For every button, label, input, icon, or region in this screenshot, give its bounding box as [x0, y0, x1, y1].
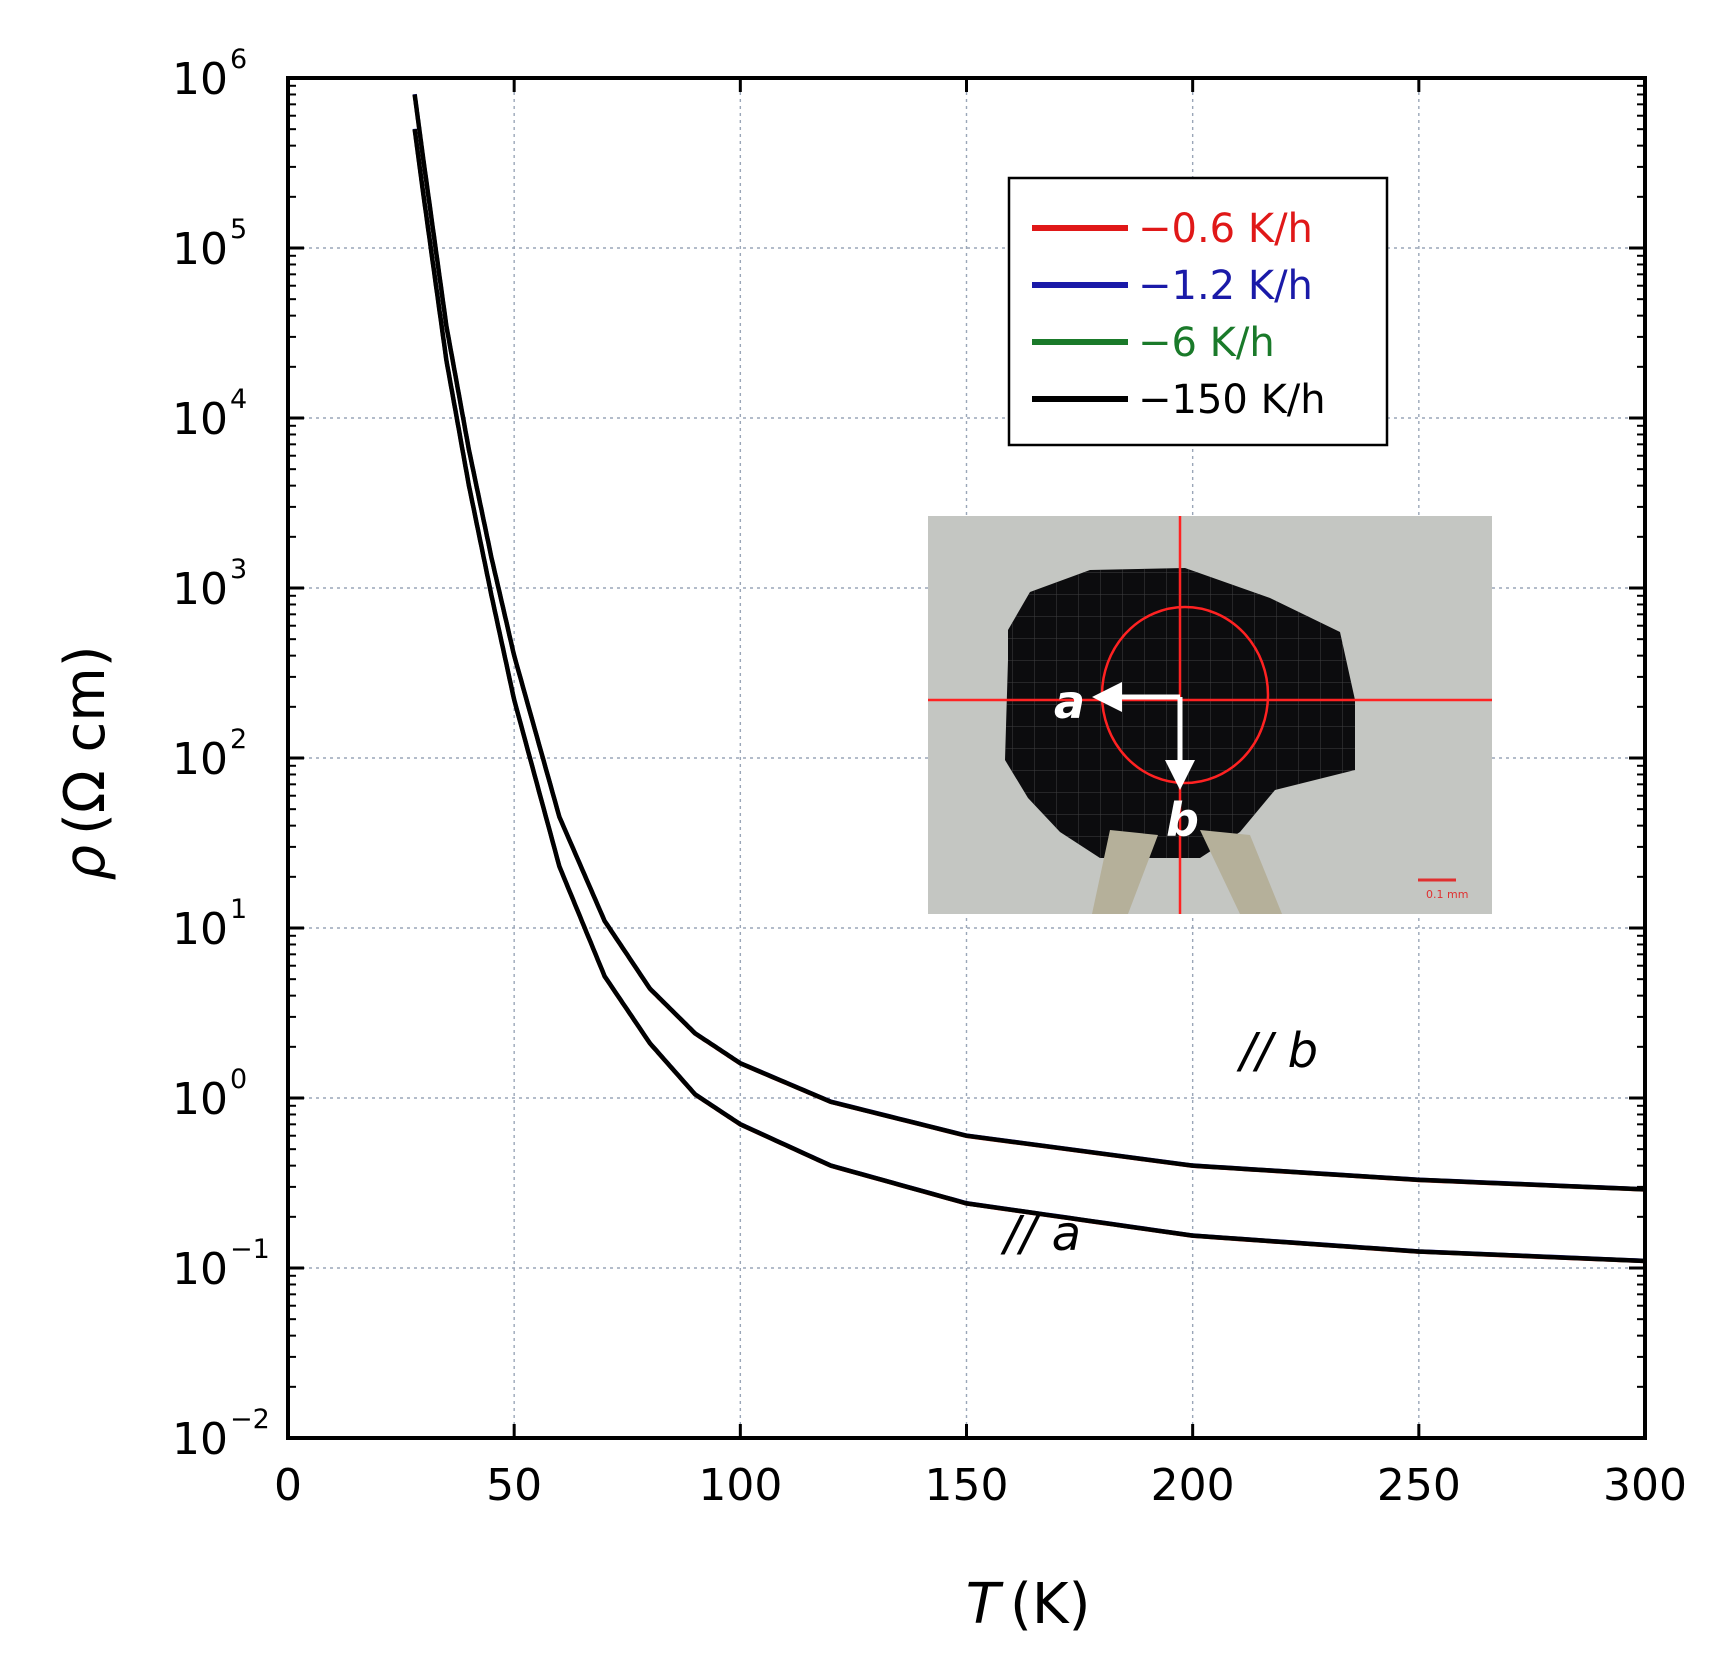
y-tick-label-base: 10	[172, 564, 228, 615]
legend: −0.6 K/h −1.2 K/h −6 K/h −150 K/h	[1009, 178, 1387, 445]
x-tick-label: 100	[698, 1460, 782, 1511]
annotation-b: // b	[1236, 1023, 1318, 1079]
y-tick-label-base: 10	[172, 734, 228, 785]
x-axis-unit: (K)	[1010, 1572, 1090, 1637]
x-tick-label: 50	[486, 1460, 542, 1511]
y-tick-label-base: 10	[172, 904, 228, 955]
y-tick-label-exponent: 6	[230, 44, 247, 75]
scale-bar-label: 0.1 mm	[1426, 888, 1468, 901]
y-tick-label-exponent: 5	[230, 214, 247, 245]
y-tick-label-base: 10	[172, 394, 228, 445]
y-tick-label-exponent: −2	[230, 1404, 270, 1435]
y-tick-label-exponent: −1	[230, 1234, 270, 1265]
y-tick-label-exponent: 4	[230, 384, 247, 415]
y-tick-label-base: 10	[172, 54, 228, 105]
annotation-a: // a	[1000, 1206, 1081, 1262]
legend-label: −0.6 K/h	[1138, 206, 1313, 252]
x-tick-label: 250	[1377, 1460, 1461, 1511]
y-axis-unit: (Ω cm)	[53, 645, 118, 835]
x-tick-label: 150	[925, 1460, 1009, 1511]
y-tick-label-exponent: 0	[230, 1064, 247, 1095]
legend-label: −150 K/h	[1138, 377, 1326, 423]
x-tick-label: 200	[1151, 1460, 1235, 1511]
y-tick-label-base: 10	[172, 1414, 228, 1465]
y-tick-label-base: 10	[172, 224, 228, 275]
y-tick-label-base: 10	[172, 1074, 228, 1125]
y-tick-label-exponent: 1	[230, 894, 247, 925]
x-tick-labels: 0 50 100 150 200 250 300	[274, 1460, 1687, 1511]
inset-axis-a-label: a	[1054, 675, 1085, 729]
y-axis-label: ρ	[53, 845, 118, 881]
resistivity-chart: a b 0.1 mm 0 50 100 150 200 250 300 10−210−110…	[0, 0, 1714, 1665]
y-tick-label-base: 10	[172, 1244, 228, 1295]
x-tick-label: 0	[274, 1460, 302, 1511]
y-tick-label-exponent: 2	[230, 724, 247, 755]
legend-label: −6 K/h	[1138, 320, 1275, 366]
x-axis-label: T	[966, 1572, 1004, 1637]
x-tick-label: 300	[1603, 1460, 1687, 1511]
inset-photo: a b 0.1 mm	[928, 516, 1492, 914]
inset-axis-b-label: b	[1166, 793, 1199, 847]
legend-label: −1.2 K/h	[1138, 263, 1313, 309]
y-tick-label-exponent: 3	[230, 554, 247, 585]
